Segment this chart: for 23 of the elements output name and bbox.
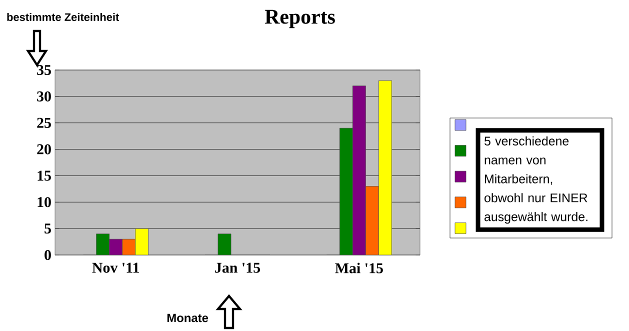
bar <box>378 80 392 255</box>
bar <box>109 238 123 255</box>
chart-title: Reports <box>264 10 335 28</box>
y-tick-label: 5 <box>44 224 51 234</box>
text: 5 verschiedene namen von Mitarbeitern, obwohl nur EINER ausgewählt wurde. <box>484 136 588 224</box>
y-tick-label: 10 <box>38 197 51 208</box>
bar <box>339 128 353 255</box>
y-tick-label: 35 <box>37 64 51 76</box>
y-axis-title: bestimmte Zeiteinheit <box>7 12 120 22</box>
bar <box>352 86 366 255</box>
bar <box>96 234 110 255</box>
bar <box>365 186 379 255</box>
bar <box>135 228 149 255</box>
y-tick-label: 0 <box>44 250 51 260</box>
bar <box>122 238 136 255</box>
y-tick-label: 25 <box>37 118 51 128</box>
x-tick-label: Nov '11 <box>92 262 139 273</box>
x-axis-title: Monate <box>167 314 208 322</box>
y-tick-label: 15 <box>38 170 51 181</box>
y-tick-label: 20 <box>37 144 51 154</box>
y-tick-label: 30 <box>37 91 51 102</box>
x-tick-label: Mai '15 <box>335 262 383 274</box>
x-tick-label: Jan '15 <box>215 262 260 273</box>
